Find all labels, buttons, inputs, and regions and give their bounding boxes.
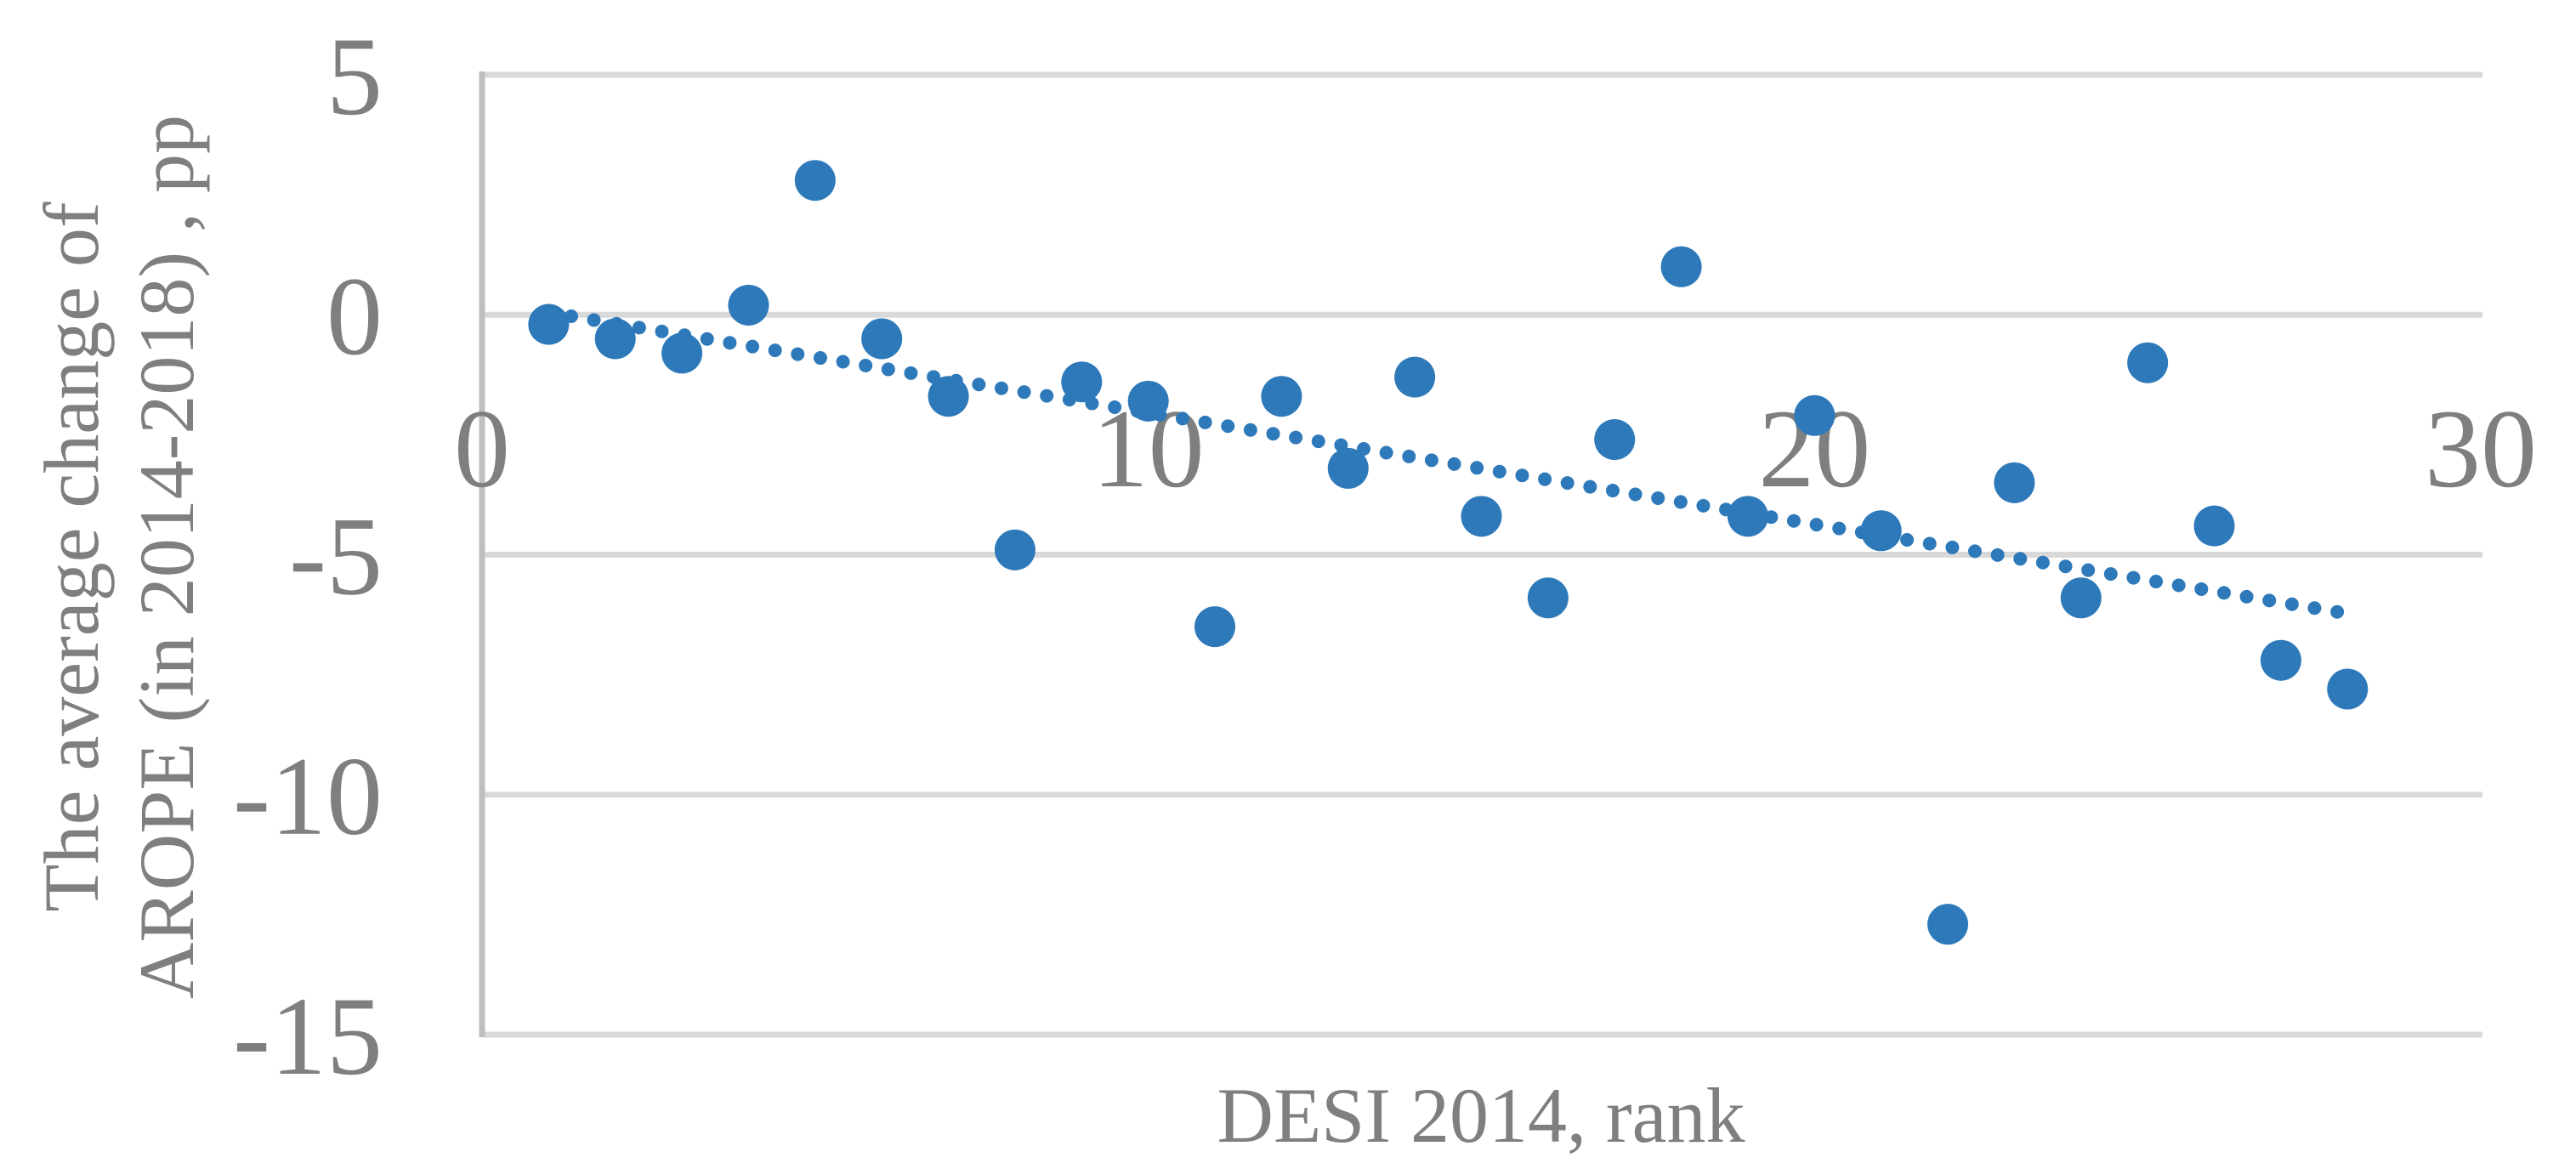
data-point-rank-7 xyxy=(928,376,969,417)
x-axis-title: DESI 2014, rank xyxy=(1217,1072,1745,1159)
data-point-rank-22 xyxy=(1927,904,1969,945)
y-tick-label-0: 0 xyxy=(326,253,383,378)
x-tick-label-0: 0 xyxy=(454,386,510,511)
data-point-rank-8 xyxy=(994,529,1036,570)
data-point-rank-11 xyxy=(1194,606,1236,648)
data-point-rank-26 xyxy=(2193,505,2235,547)
y-axis-title-line2: AROPE (in 2014-2018) , pp xyxy=(123,114,210,1000)
data-point-rank-28 xyxy=(2327,668,2369,710)
data-point-rank-24 xyxy=(2060,577,2102,619)
data-point-rank-12 xyxy=(1261,376,1302,417)
data-point-rank-10 xyxy=(1127,380,1169,422)
y-tick-label--15: -15 xyxy=(233,973,383,1098)
x-tick-label-30: 30 xyxy=(2425,386,2537,511)
trendline-dotted xyxy=(542,305,2355,621)
y-axis-title: The average change of AROPE (in 2014-201… xyxy=(24,115,214,999)
data-point-rank-2 xyxy=(594,318,636,360)
data-point-rank-9 xyxy=(1061,361,1103,403)
data-point-rank-17 xyxy=(1594,419,1636,461)
y-tick-label-5: 5 xyxy=(326,14,383,139)
y-tick-label--10: -10 xyxy=(233,734,383,859)
y-tick-label--5: -5 xyxy=(289,494,383,619)
data-point-rank-15 xyxy=(1461,496,1502,537)
data-point-rank-4 xyxy=(728,284,769,326)
data-point-rank-14 xyxy=(1394,356,1436,398)
data-point-rank-3 xyxy=(661,332,703,374)
data-point-rank-1 xyxy=(528,304,570,345)
data-point-rank-20 xyxy=(1794,394,1836,436)
data-point-rank-6 xyxy=(861,318,903,360)
data-point-rank-23 xyxy=(1994,462,2035,503)
data-point-rank-18 xyxy=(1660,246,1702,287)
data-point-rank-25 xyxy=(2127,342,2169,383)
data-point-rank-21 xyxy=(1860,510,1902,552)
y-axis-title-line1: The average change of xyxy=(28,201,115,912)
data-point-rank-19 xyxy=(1727,496,1768,537)
data-point-rank-13 xyxy=(1327,447,1369,489)
data-point-rank-16 xyxy=(1527,577,1569,619)
data-point-rank-27 xyxy=(2260,639,2301,681)
data-point-rank-5 xyxy=(794,160,836,201)
